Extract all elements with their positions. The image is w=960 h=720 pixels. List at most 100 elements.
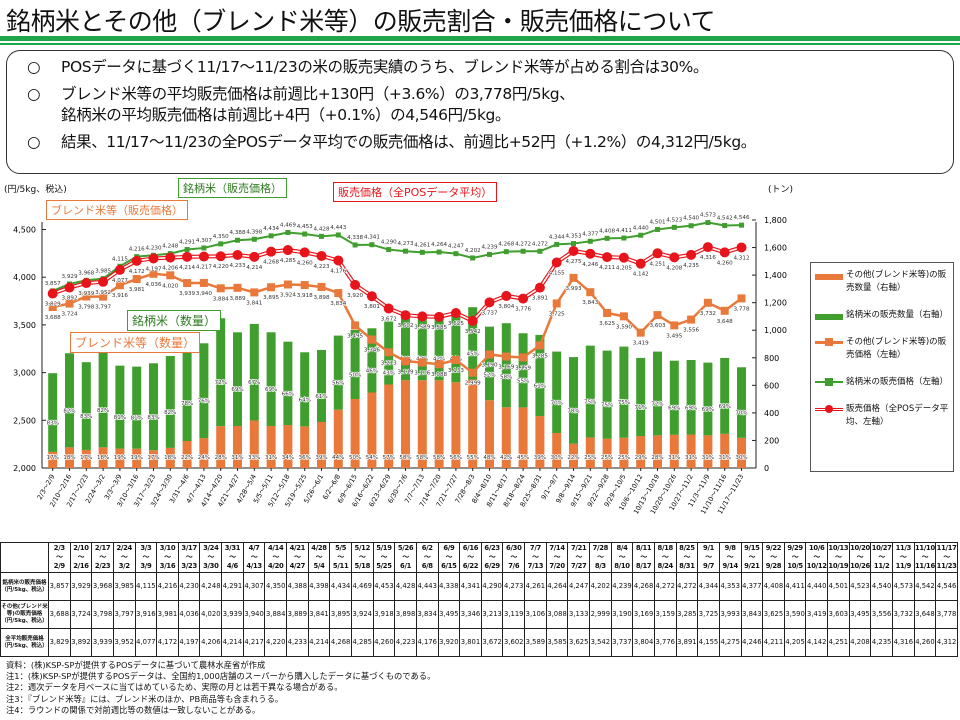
bar-brand-qty — [636, 357, 646, 437]
bar-blend-qty — [468, 379, 478, 468]
value-label-blend-price: 3,106 — [414, 371, 430, 377]
table-cell: 4,312 — [935, 628, 958, 657]
week-from: 10/27 — [871, 544, 892, 552]
data-table: 2/3 ～ 2/9 2/10 ～ 2/16 2/17 ～ 2/23 2/24 ～ 3/2 3/3 ～ 3/9… — [0, 542, 958, 657]
bar-blend-qty — [585, 437, 595, 468]
point-brand-price — [251, 236, 257, 242]
bar-blend-qty — [501, 407, 511, 468]
value-label-blend-price: 3,778 — [733, 306, 749, 312]
table-cell: 3,213 — [480, 600, 504, 629]
table-cell: 4,353 — [718, 572, 742, 601]
week-to: 5/11 — [332, 562, 349, 570]
brand-share-label: 69% — [685, 405, 697, 411]
point-blend-price — [653, 311, 662, 320]
week-from: 4/14 — [267, 544, 284, 552]
point-brand-price — [655, 226, 660, 232]
week-from: 4/28 — [311, 544, 327, 552]
value-label-brand-price: 4,350 — [213, 234, 229, 240]
week-to: 10/19 — [828, 562, 849, 570]
table-cell: 4,523 — [848, 572, 872, 601]
table-cell: 4,316 — [891, 628, 915, 657]
value-label-blend-price: 3,724 — [61, 312, 77, 318]
bar-brand-qty — [434, 316, 444, 381]
week-from: 6/30 — [506, 544, 522, 552]
table-cell: 3,889 — [286, 600, 309, 629]
week-from: 10/6 — [809, 544, 825, 552]
table-cell: 4,272 — [653, 572, 677, 601]
table-cell: 4,202 — [589, 572, 612, 601]
table-cell: 3,688 — [48, 600, 71, 629]
value-label-blend-price: 3,916 — [112, 293, 128, 299]
table-cell: 4,214 — [307, 628, 331, 657]
week-to: 6/15 — [441, 562, 457, 570]
bar-brand-qty — [552, 351, 562, 434]
point-brand-price — [201, 245, 207, 251]
brand-share-label: 46% — [366, 368, 378, 374]
right-tick-label: 1,800 — [764, 216, 787, 225]
table-cell: 4,434 — [329, 572, 352, 601]
week-header: 10/20 ～ 10/26 — [848, 542, 872, 573]
week-from: 2/3 — [53, 544, 65, 552]
week-header: 2/3 ～ 2/9 — [48, 542, 71, 573]
table-cell: 4,268 — [632, 572, 655, 601]
table-cell: 3,725 — [697, 600, 720, 629]
table-cell: 3,724 — [69, 600, 93, 629]
week-to: 7/20 — [549, 562, 565, 570]
value-label-all-price: 4,220 — [213, 264, 229, 270]
bar-brand-qty — [518, 333, 528, 408]
value-label-brand-price: 4,542 — [717, 216, 733, 222]
table-cell: 4,290 — [480, 572, 504, 601]
point-blend-price — [317, 282, 326, 291]
value-label-blend-price: 3,495 — [347, 333, 363, 339]
right-tick-label: 1,600 — [764, 244, 787, 253]
table-cell: 3,940 — [242, 600, 266, 629]
bar-brand-qty — [350, 329, 360, 399]
point-blend-price — [687, 315, 696, 324]
week-to: 3/30 — [203, 562, 219, 570]
table-cell: 4,155 — [697, 628, 720, 657]
point-all-price — [81, 278, 92, 289]
week-from: 3/17 — [181, 544, 197, 552]
value-label-blend-price: 3,918 — [297, 293, 313, 299]
bullet: ○ — [27, 58, 41, 76]
table-cell: 4,172 — [156, 628, 179, 657]
blend-share-label: 18% — [164, 455, 176, 461]
bar-brand-qty — [417, 316, 427, 381]
bar-brand-qty — [98, 352, 108, 448]
point-brand-price — [335, 232, 341, 238]
week-from: 3/3 — [140, 544, 152, 552]
blend-share-label: 18% — [63, 455, 75, 461]
point-brand-price — [403, 248, 408, 254]
point-blend-price — [418, 358, 427, 367]
value-label-all-price: 3,920 — [347, 293, 363, 299]
point-brand-price — [453, 251, 459, 257]
table-cell: 4,272 — [675, 572, 699, 601]
week-from: 11/17 — [936, 544, 957, 552]
week-to: 2/9 — [53, 562, 65, 570]
value-label-blend-price: 4,020 — [162, 283, 178, 289]
bar-blend-qty — [602, 438, 612, 468]
value-label-blend-price: 3,133 — [448, 368, 464, 374]
brand-share-label: 81% — [114, 415, 126, 421]
table-row: その他(ブレンド米等)の販売価格（円/5kg、税込） 3,688 3,724 3,79… — [0, 600, 958, 629]
notes: 資料：(株)KSP-SPが提供するPOSデータに基づいて農林水産省が作成 注1：… — [6, 660, 435, 716]
point-brand-price — [571, 241, 576, 247]
table-cell: 3,648 — [913, 600, 937, 629]
value-label-all-price: 3,801 — [364, 304, 380, 310]
table-cell: 3,829 — [48, 628, 71, 657]
table-cell: 3,672 — [480, 628, 504, 657]
table-cell: 4,230 — [177, 572, 201, 601]
table-cell: 3,625 — [762, 600, 785, 629]
value-label-all-price: 4,246 — [582, 262, 598, 268]
table-cell: 3,834 — [415, 600, 439, 629]
blend-share-label: 45% — [517, 455, 529, 461]
point-all-price — [719, 247, 730, 258]
table-cell: 4,216 — [156, 572, 179, 601]
week-from: 5/5 — [335, 544, 347, 552]
point-all-price — [316, 250, 327, 261]
blend-share-label: 34% — [282, 455, 294, 461]
table-cell: 3,920 — [437, 628, 461, 657]
bar-blend-qty — [65, 447, 74, 468]
table-cell: 4,260 — [913, 628, 937, 657]
week-to: 4/13 — [246, 562, 262, 570]
